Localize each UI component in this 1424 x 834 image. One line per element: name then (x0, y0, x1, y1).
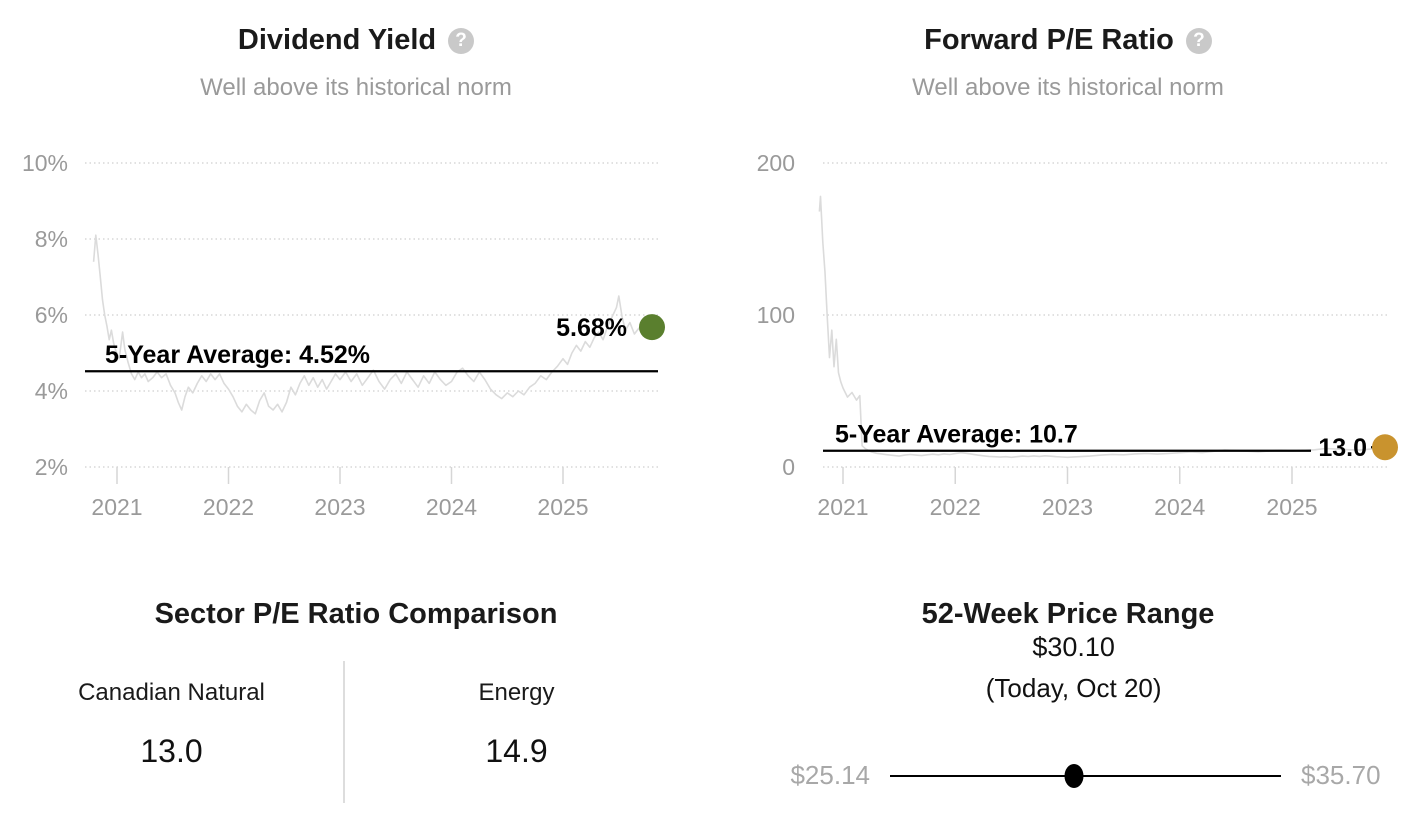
price-range-row: $25.14 $35.70 (786, 760, 1385, 791)
chart-subtitle: Well above its historical norm (912, 74, 1224, 101)
x-axis-label: 2022 (930, 494, 981, 520)
forward-pe-panel: Forward P/E Ratio ? Well above its histo… (712, 0, 1424, 560)
sector-pe-comparison-panel: Sector P/E Ratio Comparison Canadian Nat… (0, 560, 712, 834)
x-axis-label: 2023 (314, 494, 365, 520)
help-icon[interactable]: ? (1185, 27, 1212, 54)
y-axis-label: 200 (757, 150, 795, 176)
current-price-callout: $30.10 (Today, Oct 20) (986, 632, 1162, 704)
current-value-label: 13.0 (1318, 434, 1367, 462)
forward-pe-chart: 200 100 0 2021 2022 2023 2024 2025 5-Year Averag… (757, 150, 1398, 520)
price-range-panel: 52-Week Price Range $30.10 (Today, Oct 2… (712, 560, 1424, 834)
x-axis-label: 2024 (1154, 494, 1205, 520)
sector-column: Energy 14.9 (345, 661, 688, 803)
section-title: Sector P/E Ratio Comparison (154, 598, 558, 630)
x-axis-label: 2025 (1266, 494, 1317, 520)
current-value-dot (1372, 434, 1398, 461)
chart-title: Forward P/E Ratio (924, 24, 1174, 56)
chart-title: Dividend Yield (237, 24, 437, 56)
help-icon[interactable]: ? (448, 27, 475, 54)
current-price-date: (Today, Oct 20) (985, 673, 1162, 703)
history-line (92, 234, 653, 415)
y-axis-label: 6% (35, 302, 68, 328)
x-axis-label: 2023 (1042, 494, 1093, 520)
current-price-label: $30.10 (1032, 632, 1115, 662)
x-axis-label: 2022 (203, 494, 254, 520)
company-column: Canadian Natural 13.0 (0, 661, 343, 803)
y-axis-label: 4% (35, 378, 68, 404)
current-value-label: 5.68% (556, 314, 627, 342)
x-axis-label: 2021 (91, 494, 142, 520)
average-label: 5-Year Average: 4.52% (105, 341, 370, 369)
x-axis-label: 2021 (817, 494, 868, 520)
section-title: 52-Week Price Range (921, 598, 1215, 630)
y-axis-label: 100 (757, 302, 795, 328)
sector-pe-value: 14.9 (485, 733, 548, 769)
sector-label: Energy (478, 679, 555, 706)
x-axis-label: 2024 (426, 494, 477, 520)
x-axis-label: 2025 (537, 494, 588, 520)
charts-row: Dividend Yield ? Well above its historic… (0, 0, 1424, 560)
dividend-yield-header: Dividend Yield ? Well above its historic… (0, 0, 712, 140)
stats-row: Sector P/E Ratio Comparison Canadian Nat… (0, 560, 1424, 834)
current-value-dot (639, 314, 665, 341)
high-price-label: $35.70 (1301, 760, 1381, 790)
price-range-dot (1064, 763, 1084, 788)
dividend-yield-panel: Dividend Yield ? Well above its historic… (0, 0, 712, 560)
average-label: 5-Year Average: 10.7 (835, 421, 1078, 449)
vertical-divider (343, 661, 345, 803)
forward-pe-header: Forward P/E Ratio ? Well above its histo… (712, 0, 1424, 140)
history-line (818, 195, 1382, 459)
dividend-yield-chart: 10% 8% 6% 4% 2% 2021 2022 2023 2024 2025 5-Year Av… (22, 150, 665, 520)
company-pe-value: 13.0 (140, 733, 203, 769)
comparison-columns: Canadian Natural 13.0 Energy 14.9 (0, 661, 712, 803)
y-axis-label: 0 (782, 454, 795, 480)
company-label: Canadian Natural (78, 679, 265, 706)
y-axis-label: 10% (22, 150, 68, 176)
low-price-label: $25.14 (790, 760, 870, 790)
price-range-track (890, 763, 1281, 788)
y-axis-label: 2% (35, 454, 68, 480)
y-axis-label: 8% (35, 226, 68, 252)
chart-subtitle: Well above its historical norm (200, 74, 512, 101)
price-range-line (890, 774, 1281, 777)
